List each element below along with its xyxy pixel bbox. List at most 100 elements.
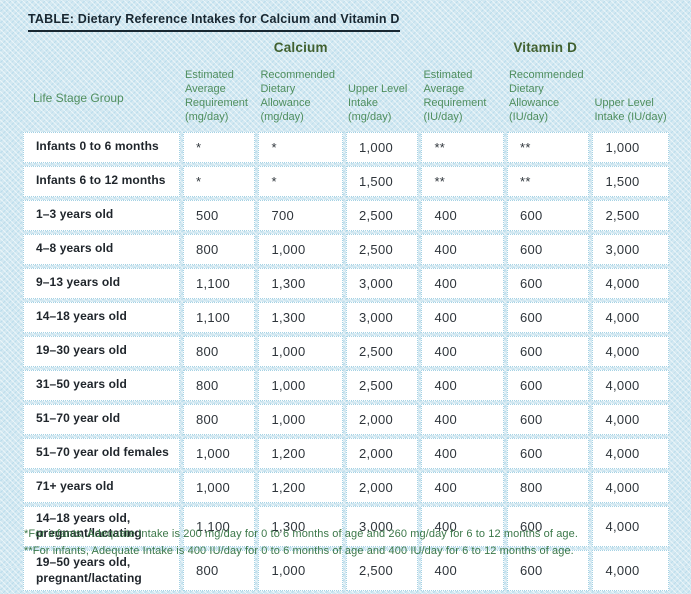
table-row: 14–18 years old 1,100 1,300 3,000 400 60… xyxy=(23,301,669,333)
value-cell: 4,000 xyxy=(592,505,669,547)
table-row: 71+ years old 1,000 1,200 2,000 400 800 … xyxy=(23,471,669,503)
value-cell: 1,000 xyxy=(592,131,669,163)
table-row: 9–13 years old 1,100 1,300 3,000 400 600… xyxy=(23,267,669,299)
value-cell: 800 xyxy=(182,233,256,265)
column-header-vitamind-rda: Recommended Dietary Allowance (IU/day) xyxy=(508,68,584,124)
life-stage-cell: 71+ years old xyxy=(23,471,180,503)
life-stage-cell: Infants 6 to 12 months xyxy=(23,165,180,197)
value-cell: 4,000 xyxy=(592,335,669,367)
value-cell: 800 xyxy=(182,335,256,367)
value-cell: 600 xyxy=(506,267,590,299)
value-cell: 600 xyxy=(506,335,590,367)
value-cell: 400 xyxy=(421,437,504,469)
value-cell: 600 xyxy=(506,437,590,469)
value-cell: ** xyxy=(506,131,590,163)
life-stage-cell: 9–13 years old xyxy=(23,267,180,299)
life-stage-cell: 51–70 year old females xyxy=(23,437,180,469)
value-cell: * xyxy=(182,165,256,197)
value-cell: 1,000 xyxy=(258,233,343,265)
value-cell: 800 xyxy=(182,403,256,435)
value-cell: 400 xyxy=(421,233,504,265)
value-cell: 600 xyxy=(506,233,590,265)
value-cell: 400 xyxy=(421,471,504,503)
value-cell: 4,000 xyxy=(592,437,669,469)
table-row: 31–50 years old 800 1,000 2,500 400 600 … xyxy=(23,369,669,401)
value-cell: ** xyxy=(506,165,590,197)
value-cell: 1,500 xyxy=(345,165,419,197)
column-header-calcium-ear: Estimated Average Requirement (mg/day) xyxy=(184,68,248,124)
value-cell: 400 xyxy=(421,301,504,333)
value-cell: 400 xyxy=(421,369,504,401)
value-cell: 2,000 xyxy=(345,437,419,469)
value-cell: 600 xyxy=(506,301,590,333)
value-cell: 3,000 xyxy=(345,301,419,333)
column-header-vitamind-ul: Upper Level Intake (IU/day) xyxy=(594,97,667,124)
value-cell: 600 xyxy=(506,369,590,401)
value-cell: * xyxy=(258,165,343,197)
value-cell: 2,500 xyxy=(345,199,419,231)
value-cell: 4,000 xyxy=(592,301,669,333)
value-cell: 1,000 xyxy=(258,369,343,401)
value-cell: * xyxy=(182,131,256,163)
value-cell: 1,000 xyxy=(182,437,256,469)
value-cell: 1,000 xyxy=(258,335,343,367)
table-row: 1–3 years old 500 700 2,500 400 600 2,50… xyxy=(23,199,669,231)
value-cell: ** xyxy=(421,165,504,197)
table-row: 51–70 year old 800 1,000 2,000 400 600 4… xyxy=(23,403,669,435)
value-cell: 2,500 xyxy=(345,369,419,401)
value-cell: 400 xyxy=(421,335,504,367)
value-cell: 1,100 xyxy=(182,301,256,333)
table-title: TABLE: Dietary Reference Intakes for Cal… xyxy=(28,12,400,32)
column-header-calcium-rda: Recommended Dietary Allowance (mg/day) xyxy=(260,68,336,124)
group-header-spacer xyxy=(23,39,180,65)
value-cell: 2,500 xyxy=(345,335,419,367)
footnote-calcium: *For infants, Adequate Intake is 200 mg/… xyxy=(24,528,579,540)
column-header-calcium-ul: Upper Level Intake (mg/day) xyxy=(347,82,408,124)
life-stage-cell: 31–50 years old xyxy=(23,369,180,401)
value-cell: 1,000 xyxy=(345,131,419,163)
value-cell: 4,000 xyxy=(592,369,669,401)
table-row: Infants 6 to 12 months * * 1,500 ** ** 1… xyxy=(23,165,669,197)
table-body: Infants 0 to 6 months * * 1,000 ** ** 1,… xyxy=(23,131,669,592)
value-cell: 1,000 xyxy=(182,471,256,503)
value-cell: 3,000 xyxy=(345,267,419,299)
life-stage-cell: 1–3 years old xyxy=(23,199,180,231)
value-cell: 500 xyxy=(182,199,256,231)
value-cell: 800 xyxy=(506,471,590,503)
value-cell: 800 xyxy=(182,369,256,401)
value-cell: 3,000 xyxy=(592,233,669,265)
value-cell: 400 xyxy=(421,403,504,435)
group-header-calcium: Calcium xyxy=(273,40,328,55)
footnote-vitamin-d: **For infants, Adequate Intake is 400 IU… xyxy=(24,545,574,558)
life-stage-cell: 14–18 years old xyxy=(23,301,180,333)
column-header-vitamind-ear: Estimated Average Requirement (IU/day) xyxy=(423,68,487,124)
value-cell: ** xyxy=(421,131,504,163)
value-cell: 1,100 xyxy=(182,505,256,547)
group-header-row: Calcium Vitamin D xyxy=(23,39,669,65)
value-cell: 4,000 xyxy=(592,471,669,503)
value-cell: 600 xyxy=(506,199,590,231)
column-header-life-stage: Life Stage Group xyxy=(33,91,124,106)
value-cell: 1,200 xyxy=(258,471,343,503)
table-row: 19–30 years old 800 1,000 2,500 400 600 … xyxy=(23,335,669,367)
value-cell: 1,300 xyxy=(258,301,343,333)
value-cell: 2,000 xyxy=(345,471,419,503)
value-cell: 400 xyxy=(421,199,504,231)
table-row: 51–70 year old females 1,000 1,200 2,000… xyxy=(23,437,669,469)
value-cell: 2,500 xyxy=(345,233,419,265)
table-header: Calcium Vitamin D Life Stage Group Estim… xyxy=(23,39,669,129)
dietary-reference-table: Calcium Vitamin D Life Stage Group Estim… xyxy=(20,36,672,594)
value-cell: * xyxy=(258,131,343,163)
life-stage-cell: 51–70 year old xyxy=(23,403,180,435)
value-cell: 700 xyxy=(258,199,343,231)
value-cell: 600 xyxy=(506,505,590,547)
group-header-vitamin-d: Vitamin D xyxy=(513,40,578,55)
life-stage-cell: Infants 0 to 6 months xyxy=(23,131,180,163)
value-cell: 3,000 xyxy=(345,505,419,547)
value-cell: 2,500 xyxy=(592,199,669,231)
life-stage-cell: 14–18 years old, pregnant/lactating xyxy=(23,505,180,547)
value-cell: 600 xyxy=(506,403,590,435)
value-cell: 4,000 xyxy=(592,403,669,435)
value-cell: 1,100 xyxy=(182,267,256,299)
value-cell: 1,200 xyxy=(258,437,343,469)
